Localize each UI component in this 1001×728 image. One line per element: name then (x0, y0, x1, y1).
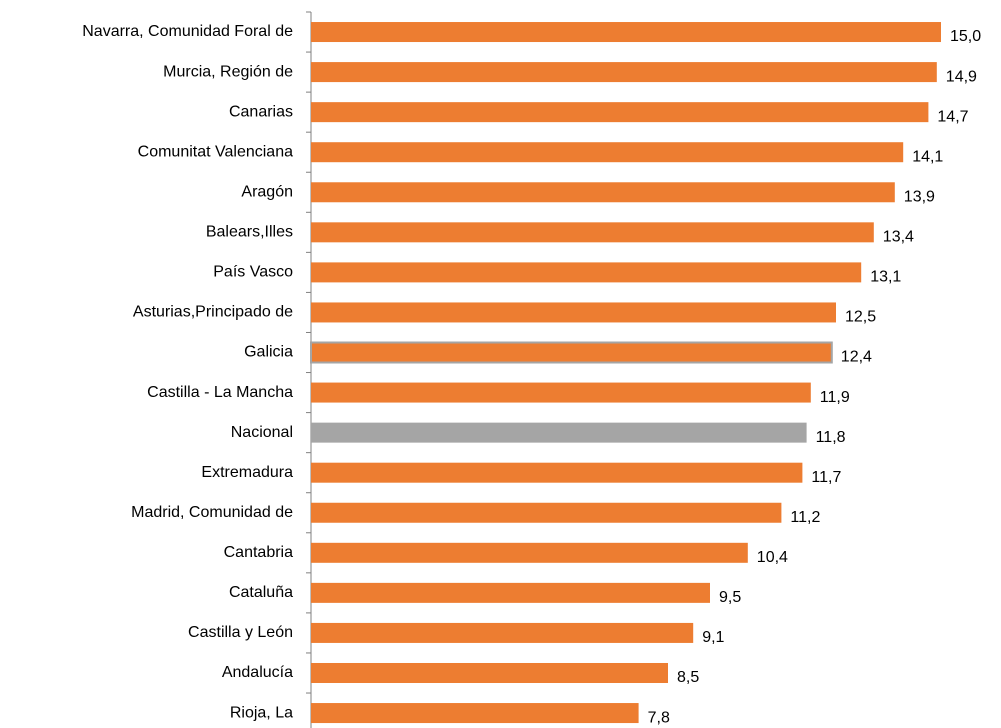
bar (311, 62, 937, 83)
value-label: 11,9 (820, 389, 850, 406)
value-label: 13,9 (904, 188, 935, 205)
category-label: Balears,Illes (206, 224, 293, 241)
category-label: Madrid, Comunidad de (131, 504, 293, 521)
bar (311, 542, 748, 563)
bar (311, 222, 874, 243)
category-label: Aragón (241, 183, 293, 200)
value-label: 11,8 (816, 429, 846, 446)
bar (311, 22, 941, 43)
bar (311, 382, 811, 403)
category-label: Extremadura (201, 464, 293, 481)
bar (311, 622, 694, 643)
category-label: Canarias (229, 103, 293, 120)
bar (311, 703, 639, 724)
value-label: 9,1 (702, 629, 724, 646)
value-label: 9,5 (719, 589, 741, 606)
bar (311, 462, 803, 483)
category-label: Nacional (231, 424, 293, 441)
value-label: 13,4 (883, 229, 914, 246)
category-label: País Vasco (213, 264, 293, 281)
category-label: Cataluña (229, 584, 293, 601)
value-label: 14,1 (912, 148, 943, 165)
category-label: Murcia, Región de (163, 63, 293, 80)
value-label: 11,2 (790, 509, 820, 526)
value-label: 10,4 (757, 549, 788, 566)
bar (311, 182, 895, 203)
bar (311, 502, 782, 523)
value-label: 11,7 (811, 469, 841, 486)
value-label: 12,5 (845, 309, 876, 326)
category-label: Galicia (244, 344, 293, 361)
bar (311, 262, 862, 283)
value-label: 13,1 (870, 269, 901, 286)
value-label: 7,8 (648, 709, 670, 726)
category-label: Castilla y León (188, 624, 293, 641)
category-label: Castilla - La Mancha (147, 384, 293, 401)
bar (311, 142, 904, 163)
value-label: 15,0 (950, 28, 981, 45)
value-label: 8,5 (677, 669, 699, 686)
category-label: Cantabria (224, 544, 293, 561)
category-label: Comunitat Valenciana (138, 143, 293, 160)
value-label: 12,4 (841, 349, 872, 366)
bar (311, 102, 929, 123)
bar (311, 302, 836, 323)
category-label: Andalucía (222, 664, 293, 681)
value-label: 14,9 (946, 68, 977, 85)
category-label: Navarra, Comunidad Foral de (82, 23, 293, 40)
bar (311, 662, 668, 683)
bar (311, 422, 807, 443)
bar (310, 341, 833, 364)
category-label: Rioja, La (230, 704, 293, 721)
bar (311, 582, 710, 603)
value-label: 14,7 (937, 108, 968, 125)
category-label: Asturias,Principado de (133, 304, 293, 321)
